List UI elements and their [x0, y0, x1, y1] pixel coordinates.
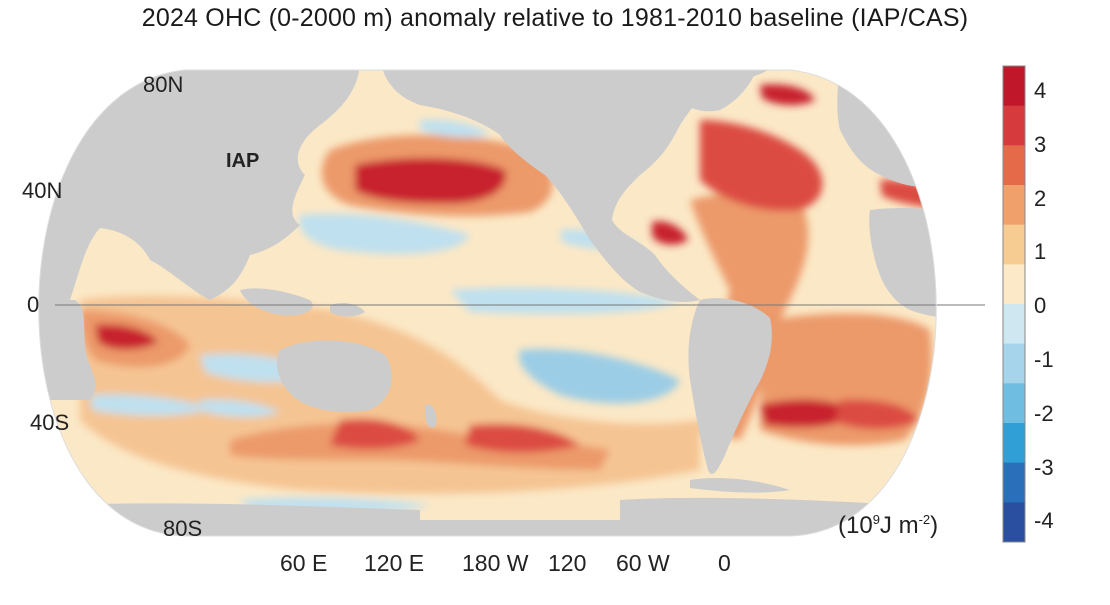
lat-label-0: 0 [27, 292, 40, 317]
lon-label-0: 0 [718, 550, 731, 576]
colorbar-segment [1003, 383, 1025, 424]
lon-label-60w: 60 W [616, 550, 670, 576]
colorbar-segment [1003, 105, 1025, 146]
colorbar-segment [1003, 304, 1025, 345]
colorbar-segment [1003, 264, 1025, 305]
lon-label-180w: 180 W [462, 550, 529, 576]
colorbar-segment [1003, 502, 1025, 543]
colorbar-segment [1003, 462, 1025, 503]
unit-label: (109J m-2) [838, 512, 938, 540]
globe-outline [38, 69, 937, 537]
colorbar-segment [1003, 224, 1025, 265]
colorbar-tick-label: -4 [1034, 508, 1054, 534]
lat-label-80n: 80N [143, 72, 184, 97]
colorbar-tick-label: 2 [1034, 185, 1047, 211]
map-body [38, 70, 937, 536]
unit-mid: J m [879, 512, 919, 539]
colorbar-segment [1003, 343, 1025, 384]
unit-exponent-2: -2 [918, 512, 931, 527]
colorbar-segment [1003, 66, 1025, 107]
colorbar-segment [1003, 185, 1025, 226]
colorbar [1002, 65, 1026, 543]
colorbar-tick-label: 3 [1034, 131, 1047, 157]
colorbar-tick-label: 0 [1034, 293, 1047, 319]
colorbar-segment [1003, 423, 1025, 464]
colorbar-tick-label: 1 [1034, 239, 1047, 265]
anomaly-patches [79, 84, 937, 514]
lat-label-40n: 40N [22, 178, 63, 203]
colorbar-outline [1002, 65, 1026, 543]
lon-label-60e: 60 E [280, 550, 328, 576]
map-title: 2024 OHC (0-2000 m) anomaly relative to … [141, 4, 969, 32]
lat-label-80s: 80S [163, 516, 203, 541]
colorbar-tick-label: -1 [1034, 347, 1054, 372]
lon-label-120e: 120 E [364, 550, 425, 576]
colorbar-segment [1003, 145, 1025, 186]
lat-label-40s: 40S [30, 410, 70, 435]
unit-suffix: ) [930, 512, 939, 539]
lon-label-120: 120 [548, 550, 587, 576]
colorbar-tick-label: 4 [1034, 78, 1047, 103]
unit-exponent-1: 9 [872, 512, 880, 527]
dataset-label: IAP [226, 150, 260, 172]
colorbar-tick-label: -3 [1034, 454, 1054, 480]
colorbar-tick-label: -2 [1034, 400, 1054, 426]
unit-prefix: (10 [838, 512, 873, 539]
